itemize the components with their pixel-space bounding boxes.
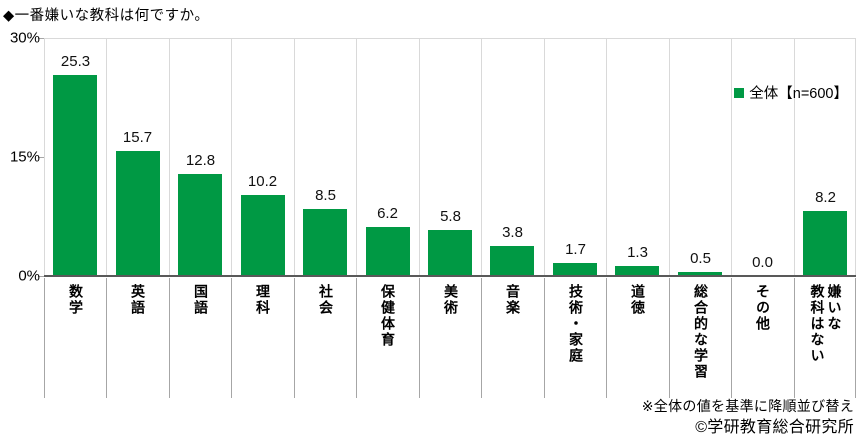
category-label: 社会	[318, 284, 334, 316]
category-label-wrap: 社会	[294, 284, 357, 398]
category-label-wrap: 理科	[231, 284, 294, 398]
gridline	[294, 38, 295, 276]
gridline	[231, 38, 232, 276]
category-label: その他	[755, 284, 771, 332]
bar	[428, 230, 472, 276]
category-label: 道徳	[630, 284, 646, 316]
bar	[553, 263, 597, 276]
category-label-wrap: 技術・家庭	[544, 284, 607, 398]
category-label-wrap: 保健体育	[356, 284, 419, 398]
gridline	[794, 38, 795, 276]
bar-value-label: 5.8	[440, 208, 461, 225]
category-label: 美術	[443, 284, 459, 316]
category-label: 保健体育	[380, 284, 396, 348]
category-separator	[44, 278, 45, 398]
category-separator	[481, 278, 482, 398]
bar-value-label: 1.7	[565, 241, 586, 258]
bar-value-label: 1.3	[627, 244, 648, 261]
category-label: 総合的な学習	[693, 284, 709, 380]
bar	[803, 211, 847, 276]
category-label: 音楽	[505, 284, 521, 316]
category-label-wrap: 嫌いな 教科はない	[794, 284, 856, 398]
category-separator	[731, 278, 732, 398]
bar	[116, 151, 160, 276]
bar-value-label: 8.2	[815, 189, 836, 206]
category-label-wrap: 道徳	[606, 284, 669, 398]
bar-value-label: 10.2	[247, 173, 278, 190]
category-label-wrap: 音楽	[481, 284, 544, 398]
category-label: 国語	[193, 284, 209, 316]
x-axis-line	[44, 275, 856, 277]
sort-order-footnote: ※全体の値を基準に降順並び替え	[641, 398, 854, 414]
chart-title: ◆一番嫌いな教科は何ですか。	[3, 8, 210, 24]
legend-square-icon	[734, 87, 745, 98]
bar-value-label: 12.8	[185, 152, 216, 169]
category-separator	[794, 278, 795, 398]
bar-value-label: 0.5	[690, 250, 711, 267]
gridline	[606, 38, 607, 276]
category-label: 数学	[68, 284, 84, 316]
bar	[490, 246, 534, 276]
category-label: 英語	[130, 284, 146, 316]
category-label-wrap: 美術	[419, 284, 482, 398]
category-separator	[294, 278, 295, 398]
y-axis-label: 0%	[18, 267, 40, 285]
y-axis-tick	[38, 276, 44, 277]
bar	[303, 209, 347, 276]
category-separator	[231, 278, 232, 398]
bar	[241, 195, 285, 276]
category-separator	[606, 278, 607, 398]
gridline	[669, 38, 670, 276]
gridline	[169, 38, 170, 276]
legend-label: 全体【n=600】	[749, 86, 848, 102]
bar	[53, 75, 97, 276]
bar-value-label: 15.7	[122, 129, 153, 146]
bar-value-label: 6.2	[377, 205, 398, 222]
gridline	[106, 38, 107, 276]
bar-value-label: 0.0	[752, 254, 773, 271]
category-label-wrap: 英語	[106, 284, 169, 398]
y-axis-tick	[38, 157, 44, 158]
category-label: 理科	[255, 284, 271, 316]
bar-value-label: 25.3	[60, 53, 91, 70]
bar-value-label: 8.5	[315, 187, 336, 204]
gridline	[544, 38, 545, 276]
bar	[615, 266, 659, 276]
category-label: 技術・家庭	[568, 284, 584, 364]
category-separator	[169, 278, 170, 398]
gridline	[356, 38, 357, 276]
gridline	[731, 38, 732, 276]
category-separator	[419, 278, 420, 398]
gridline	[44, 38, 45, 276]
legend: 全体【n=600】	[734, 82, 848, 103]
category-label-wrap: 数学	[44, 284, 107, 398]
y-axis-label: 15%	[9, 148, 40, 166]
bar	[178, 174, 222, 276]
y-axis-tick	[38, 38, 44, 39]
gridline	[481, 38, 482, 276]
y-axis-label: 30%	[9, 29, 40, 47]
bar	[366, 227, 410, 276]
category-separator	[669, 278, 670, 398]
bar-value-label: 3.8	[502, 224, 523, 241]
category-separator	[544, 278, 545, 398]
bar	[678, 272, 722, 276]
category-separator	[106, 278, 107, 398]
copyright-notice: ©学研教育総合研究所	[695, 419, 854, 436]
category-label: 嫌いな 教科はない	[809, 284, 843, 364]
category-separator	[356, 278, 357, 398]
category-label-wrap: 国語	[169, 284, 232, 398]
category-label-wrap: その他	[731, 284, 794, 398]
category-label-wrap: 総合的な学習	[669, 284, 732, 398]
gridline	[419, 38, 420, 276]
plot-top-border	[44, 38, 856, 39]
